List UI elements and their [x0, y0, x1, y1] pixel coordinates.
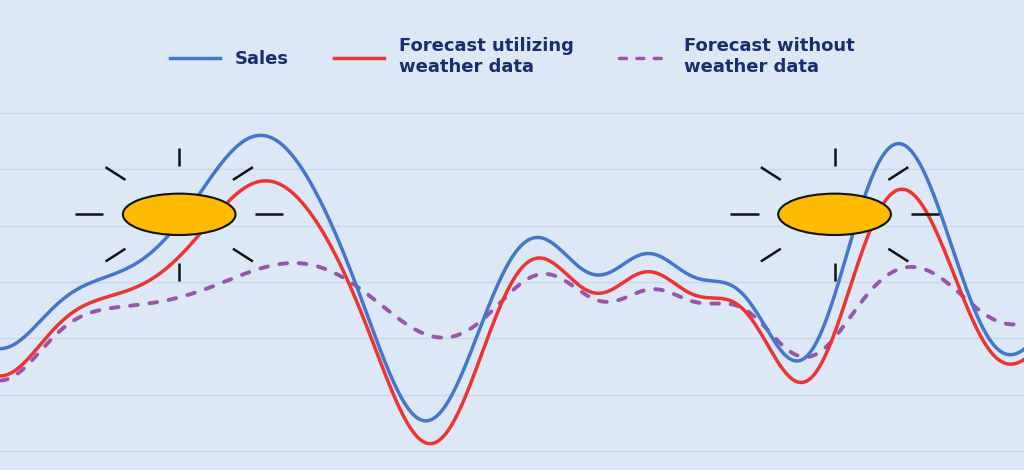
- Legend: Sales, Forecast utilizing
weather data, Forecast without
weather data: Sales, Forecast utilizing weather data, …: [163, 30, 861, 84]
- Circle shape: [778, 194, 891, 235]
- Circle shape: [123, 194, 236, 235]
